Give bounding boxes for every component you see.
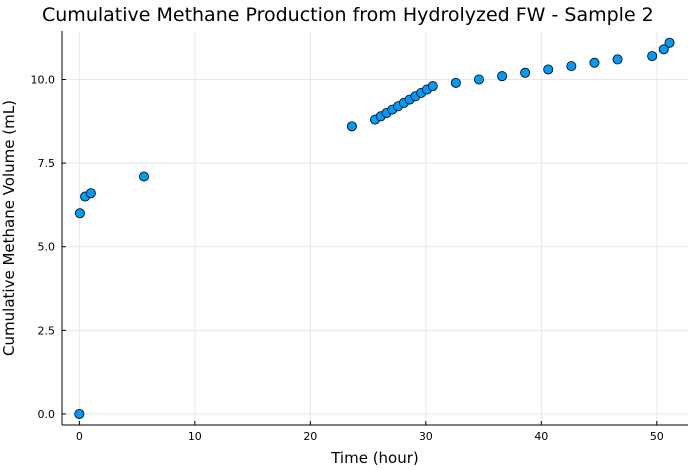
data-point xyxy=(520,67,531,78)
data-point xyxy=(566,61,577,72)
data-point xyxy=(450,77,461,88)
data-point xyxy=(74,408,85,419)
x-tick-label: 30 xyxy=(419,430,433,443)
x-tick-label: 0 xyxy=(76,430,83,443)
data-point xyxy=(85,188,96,199)
y-tick-label: 5.0 xyxy=(38,241,56,254)
x-tick-label: 10 xyxy=(188,430,202,443)
y-tick-label: 7.5 xyxy=(38,157,56,170)
y-tick-label: 2.5 xyxy=(38,324,56,337)
data-point xyxy=(647,51,658,62)
data-point xyxy=(658,44,669,55)
data-point xyxy=(74,208,85,219)
data-point xyxy=(664,37,675,48)
data-point xyxy=(589,57,600,68)
chart-title: Cumulative Methane Production from Hydro… xyxy=(42,4,654,26)
data-point xyxy=(427,81,438,92)
x-tick-label: 20 xyxy=(303,430,317,443)
axes xyxy=(61,31,688,426)
data-point xyxy=(346,121,357,132)
y-tick-label: 0.0 xyxy=(38,408,56,421)
data-point xyxy=(612,54,623,65)
x-tick-label: 40 xyxy=(534,430,548,443)
data-point xyxy=(543,64,554,75)
data-points xyxy=(74,37,675,419)
x-axis-label: Time (hour) xyxy=(330,449,419,467)
y-axis-label: Cumulative Methane Volume (mL) xyxy=(0,100,18,356)
tick-labels: 0 10 20 30 40 50 0.0 2.5 5.0 7.5 10.0 xyxy=(31,73,664,443)
grid xyxy=(62,31,688,425)
x-tick-label: 50 xyxy=(650,430,664,443)
data-point xyxy=(473,74,484,85)
data-point xyxy=(139,171,150,182)
data-point xyxy=(497,71,508,82)
y-tick-label: 10.0 xyxy=(31,73,56,86)
